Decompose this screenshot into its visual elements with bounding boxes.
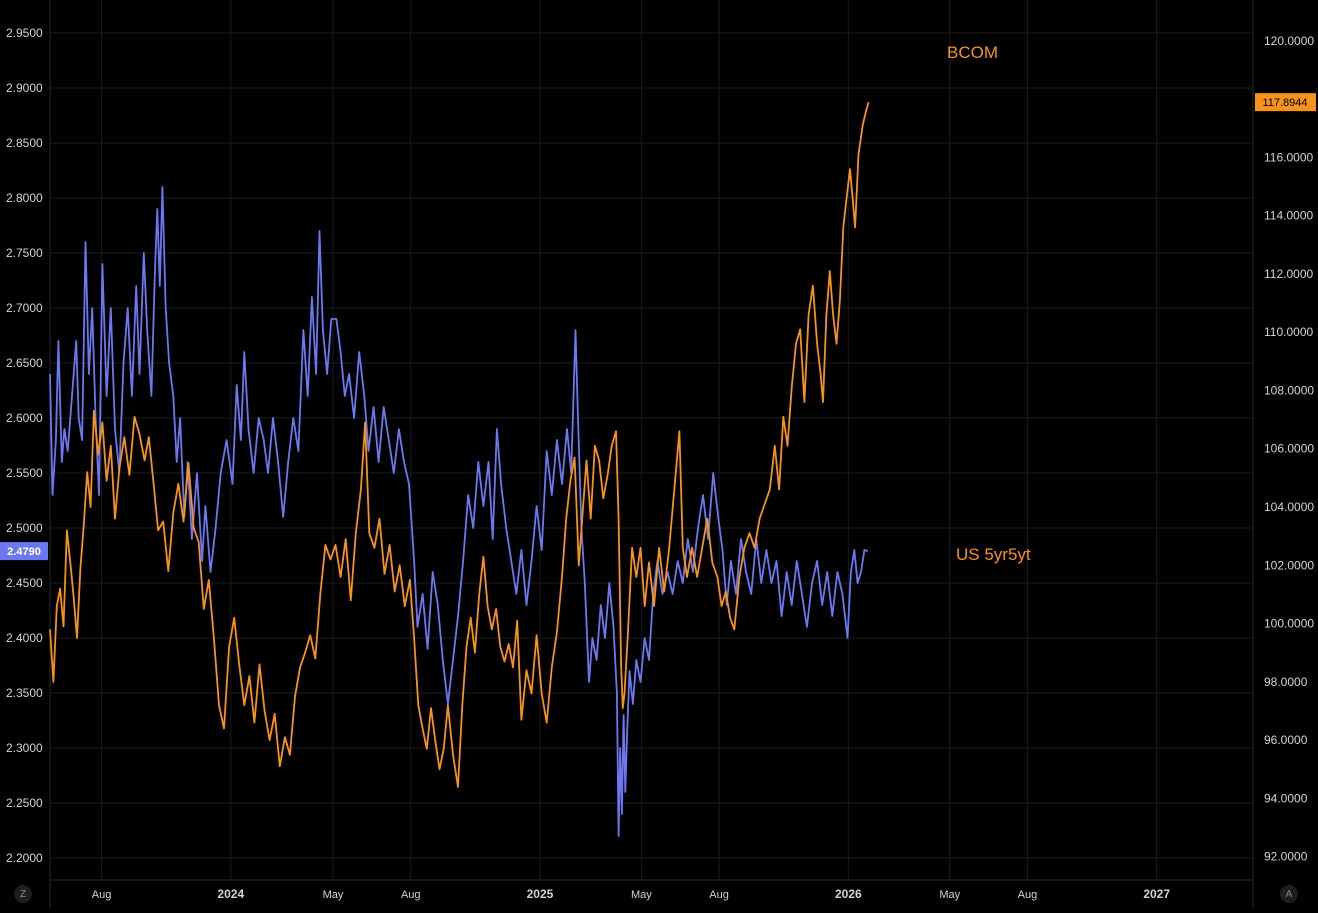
- x-tick-label: Aug: [401, 889, 421, 901]
- left-tick-label: 2.7000: [6, 301, 43, 315]
- last-value-us5yr5yt: 2.4790: [7, 546, 41, 558]
- right-tick-label: 114.0000: [1264, 209, 1313, 223]
- auto-scale-right-button[interactable]: A: [1280, 885, 1298, 903]
- grid-lines: [50, 0, 1253, 880]
- auto-scale-left-button[interactable]: Z: [14, 885, 32, 903]
- right-tick-label: 92.0000: [1264, 850, 1308, 864]
- x-tick-label: May: [323, 889, 344, 901]
- left-tick-label: 2.8000: [6, 191, 43, 205]
- series-label-bcom: BCOM: [947, 43, 998, 62]
- series-label-us-5yr5yt: US 5yr5yt: [956, 545, 1031, 564]
- right-tick-label: 110.0000: [1264, 325, 1313, 339]
- right-tick-label: 96.0000: [1264, 733, 1308, 747]
- x-tick-label: 2025: [527, 887, 554, 901]
- left-tick-label: 2.4500: [6, 576, 43, 590]
- x-tick-label: Aug: [709, 889, 729, 901]
- right-tick-label: 100.0000: [1264, 617, 1314, 631]
- right-tick-label: 116.0000: [1264, 150, 1313, 164]
- right-tick-label: 108.0000: [1264, 383, 1314, 397]
- left-tick-label: 2.2000: [6, 851, 43, 865]
- series-labels: BCOM US 5yr5yt: [947, 43, 1031, 564]
- left-axis-ticks: 2.9500 2.9000 2.8500 2.8000 2.7500 2.7000 2.65…: [6, 26, 43, 865]
- left-tick-label: 2.9500: [6, 26, 43, 40]
- left-tick-label: 2.7500: [6, 246, 43, 260]
- last-value-bcom: 117.8944: [1262, 97, 1307, 109]
- left-tick-label: 2.5000: [6, 521, 43, 535]
- x-tick-label: Aug: [92, 889, 112, 901]
- left-tick-label: 2.9000: [6, 81, 43, 95]
- series-line-us-5yr5yt[interactable]: [49, 186, 869, 837]
- last-value-badge-bcom: [1255, 93, 1316, 112]
- right-tick-label: 94.0000: [1264, 791, 1308, 805]
- x-axis-ticks: Aug 2024 May Aug 2025 May Aug 2026 May Aug 2027: [92, 887, 1171, 901]
- last-value-badges: 2.4790 117.8944: [0, 93, 1316, 561]
- left-tick-label: 2.3500: [6, 686, 43, 700]
- right-tick-label: 112.0000: [1264, 267, 1313, 281]
- left-tick-label: 2.6500: [6, 356, 43, 370]
- right-tick-label: 120.0000: [1264, 34, 1314, 48]
- last-value-badge-us5yr5yt: [0, 542, 48, 561]
- series-layer: [49, 101, 870, 837]
- x-tick-label: May: [631, 889, 652, 901]
- left-tick-label: 2.6000: [6, 411, 43, 425]
- right-tick-label: 106.0000: [1264, 442, 1314, 456]
- right-tick-label: 102.0000: [1264, 558, 1314, 572]
- right-tick-label: 98.0000: [1264, 675, 1308, 689]
- right-axis-ticks: 120.0000118.0000116.0000114.0000112.0000…: [1264, 34, 1314, 864]
- left-tick-label: 2.5500: [6, 466, 43, 480]
- right-tick-label: 104.0000: [1264, 500, 1314, 514]
- left-tick-label: 2.2500: [6, 796, 43, 810]
- left-tick-label: 2.4000: [6, 631, 43, 645]
- left-tick-label: 2.3000: [6, 741, 43, 755]
- x-tick-label: May: [939, 889, 960, 901]
- x-tick-label: 2027: [1143, 887, 1170, 901]
- series-line-bcom[interactable]: [49, 101, 870, 788]
- x-tick-label: 2026: [835, 887, 862, 901]
- left-tick-label: 2.8500: [6, 136, 43, 150]
- x-tick-label: Aug: [1018, 889, 1038, 901]
- x-tick-label: 2024: [217, 887, 244, 901]
